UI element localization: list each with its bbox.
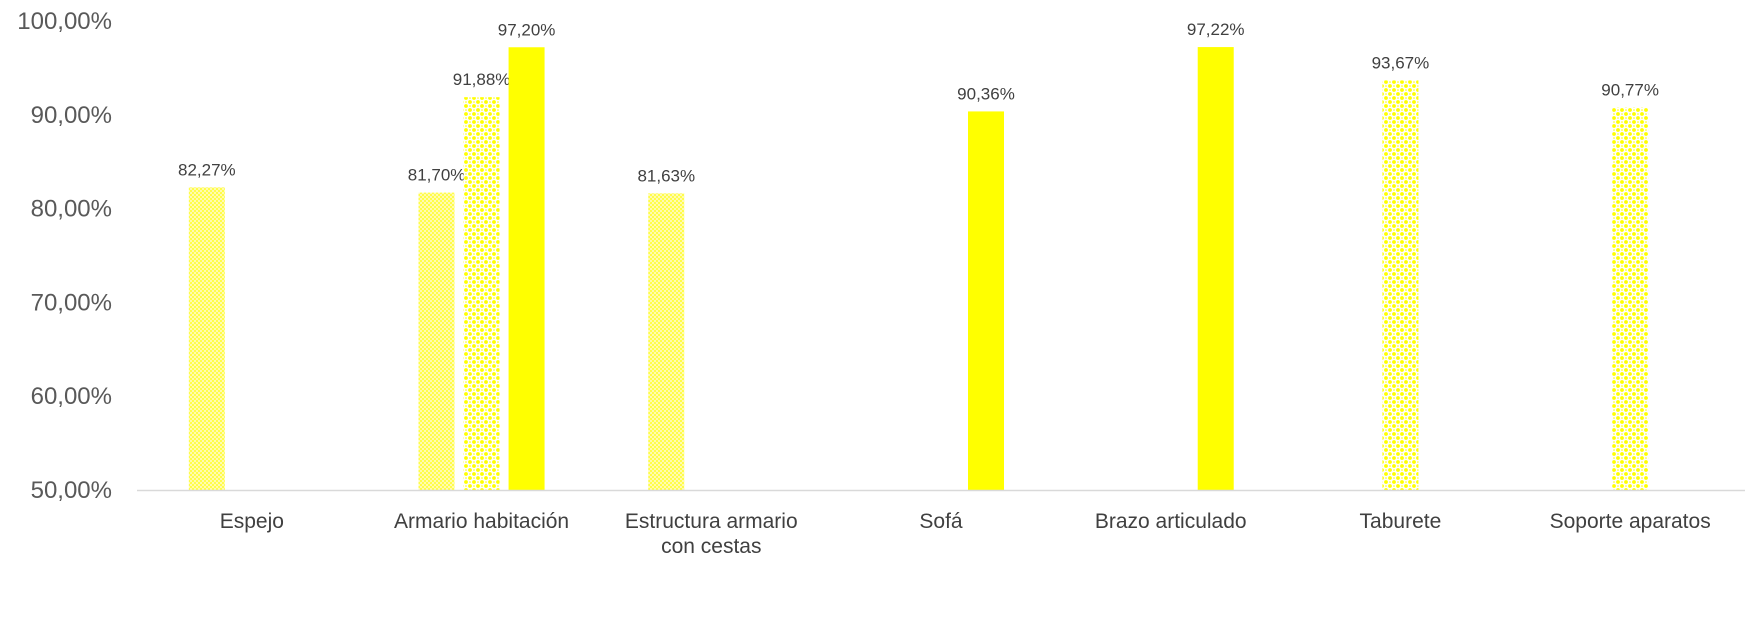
bar xyxy=(1612,107,1649,491)
data-label: 81,70% xyxy=(408,166,466,185)
x-tick-label: Espejo xyxy=(220,510,284,533)
bar xyxy=(1197,47,1234,490)
data-label: 82,27% xyxy=(178,160,236,179)
y-tick-label: 70,00% xyxy=(31,289,112,316)
y-tick-label: 60,00% xyxy=(31,383,112,410)
y-tick-label: 80,00% xyxy=(31,196,112,223)
data-label: 93,67% xyxy=(1372,53,1430,72)
data-label: 90,77% xyxy=(1601,81,1659,100)
y-tick-label: 100,00% xyxy=(17,8,112,35)
data-label: 97,20% xyxy=(498,20,556,39)
x-tick-label: Estructura armario con cestas xyxy=(625,510,798,558)
bar xyxy=(188,187,225,490)
data-label: 97,22% xyxy=(1187,20,1245,39)
x-tick-label: Armario habitación xyxy=(394,510,569,533)
bar xyxy=(968,111,1004,490)
bar xyxy=(648,193,685,490)
x-tick-label: Soporte aparatos xyxy=(1550,510,1711,533)
bar xyxy=(1382,80,1419,490)
y-tick-label: 90,00% xyxy=(31,102,112,129)
data-label: 91,88% xyxy=(453,70,511,89)
bar xyxy=(508,47,545,490)
x-tick-label: Sofá xyxy=(919,510,963,533)
x-tick-label: Taburete xyxy=(1360,510,1442,533)
data-label: 81,63% xyxy=(637,166,695,185)
bar xyxy=(418,192,455,491)
bar xyxy=(463,97,500,491)
data-label: 90,36% xyxy=(957,84,1015,103)
x-tick-label: Brazo articulado xyxy=(1095,510,1247,533)
y-tick-label: 50,00% xyxy=(31,477,112,504)
